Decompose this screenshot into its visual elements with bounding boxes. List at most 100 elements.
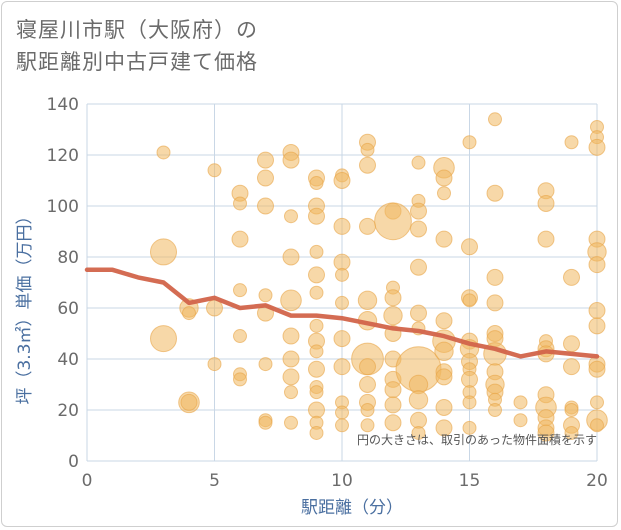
data-point <box>257 169 274 187</box>
data-point <box>359 156 376 174</box>
data-point <box>257 151 274 169</box>
data-point <box>486 294 504 312</box>
data-point <box>410 258 427 276</box>
chart-title: 寝屋川市駅（大阪府）の 駅距離別中古戸建て価格 <box>16 14 258 78</box>
data-point <box>284 415 298 430</box>
data-point <box>207 357 222 372</box>
y-tick-label: 140 <box>47 95 79 115</box>
data-point <box>308 360 325 378</box>
tick-labels: 0 20 40 60 80 100 120 140 0 5 10 15 20 <box>47 95 608 491</box>
y-tick-label: 20 <box>57 401 79 421</box>
y-tick-label: 120 <box>47 146 79 166</box>
data-point <box>309 385 324 400</box>
data-point <box>564 403 579 417</box>
data-point <box>309 344 324 359</box>
data-point <box>411 155 426 170</box>
data-point <box>233 283 247 298</box>
data-point <box>180 393 198 411</box>
data-point <box>282 350 300 368</box>
data-point <box>335 295 349 310</box>
data-point <box>359 376 376 393</box>
x-tick-label: 10 <box>331 471 353 491</box>
y-tick-label: 40 <box>57 350 79 370</box>
data-point <box>335 267 349 282</box>
data-point <box>335 418 349 433</box>
y-tick-label: 80 <box>57 248 79 268</box>
data-point <box>537 230 555 248</box>
data-point <box>309 285 324 300</box>
y-tick-label: 60 <box>57 299 79 319</box>
data-point <box>588 317 606 335</box>
data-point <box>590 418 604 433</box>
data-point <box>537 424 555 442</box>
data-point <box>308 401 325 419</box>
data-point <box>309 176 324 191</box>
data-point <box>588 138 606 156</box>
bubble-layer <box>150 112 608 442</box>
data-point <box>410 220 427 238</box>
x-axis-title: 駅距離（分） <box>301 498 403 518</box>
data-point <box>564 135 579 150</box>
chart-title-line2: 駅距離別中古戸建て価格 <box>16 50 258 74</box>
data-point <box>233 329 247 344</box>
data-point <box>333 253 351 271</box>
data-point <box>462 293 477 308</box>
data-point <box>233 372 247 387</box>
data-point <box>588 256 606 274</box>
data-point <box>435 230 453 248</box>
data-point <box>282 151 300 169</box>
data-point <box>513 395 528 410</box>
data-point <box>462 135 477 150</box>
data-point <box>335 405 349 420</box>
data-point <box>410 202 427 220</box>
data-point <box>384 381 402 399</box>
data-point <box>435 368 453 386</box>
data-point <box>537 194 555 212</box>
data-point <box>333 358 351 376</box>
data-point <box>435 169 453 187</box>
data-point <box>357 290 378 311</box>
data-point <box>384 396 402 414</box>
data-point <box>590 395 604 410</box>
data-point <box>280 289 302 312</box>
size-note: 円の大きさは、取引のあった物件面積を示す <box>357 432 597 447</box>
data-point <box>233 196 247 211</box>
data-point <box>360 142 375 157</box>
data-point <box>282 368 300 386</box>
chart-title-line1: 寝屋川市駅（大阪府）の <box>16 18 258 42</box>
data-point <box>374 202 412 241</box>
data-point <box>383 305 403 326</box>
data-point <box>384 414 402 432</box>
data-point <box>411 425 426 440</box>
data-point <box>384 289 402 307</box>
data-point <box>410 304 427 322</box>
data-point <box>333 217 351 235</box>
data-point <box>257 197 274 215</box>
data-point <box>461 370 478 388</box>
data-point <box>231 230 249 248</box>
data-point <box>156 145 171 160</box>
data-point <box>435 312 453 330</box>
x-tick-label: 0 <box>82 471 93 491</box>
data-point <box>360 403 375 417</box>
trend-line <box>84 267 600 359</box>
data-point <box>258 288 273 303</box>
data-point <box>282 327 300 345</box>
x-tick-label: 15 <box>459 471 481 491</box>
data-point <box>150 238 177 266</box>
y-tick-label: 0 <box>68 452 79 472</box>
data-point <box>308 266 325 284</box>
x-tick-label: 20 <box>586 471 608 491</box>
data-point <box>182 306 196 321</box>
data-point <box>258 357 273 372</box>
y-tick-label: 100 <box>47 197 79 217</box>
data-point <box>564 425 579 440</box>
data-point <box>284 209 298 224</box>
data-point <box>359 217 376 235</box>
data-point <box>461 238 478 256</box>
data-point <box>282 248 300 266</box>
data-point <box>486 184 504 202</box>
data-point <box>513 413 528 428</box>
